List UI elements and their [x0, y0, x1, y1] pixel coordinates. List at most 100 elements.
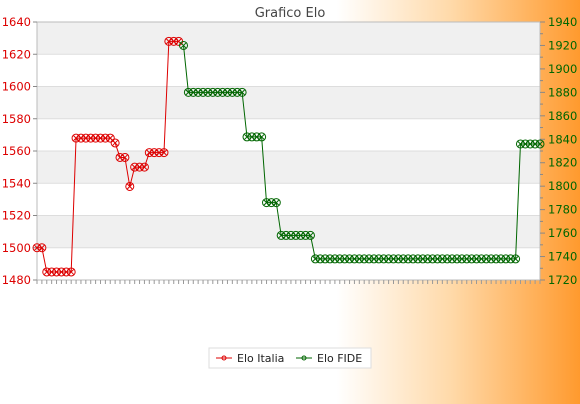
data-point	[257, 132, 267, 142]
data-point	[467, 254, 477, 264]
data-point-cross	[126, 183, 133, 190]
data-point-ring	[271, 198, 281, 208]
data-point	[286, 230, 296, 240]
data-point	[135, 162, 145, 172]
data-point-ring	[476, 254, 486, 264]
data-point	[511, 254, 521, 264]
left-axis: 1480 1500 1520 1540 1560 1580 1600 1620 1640	[2, 15, 37, 287]
data-point-cross	[527, 141, 534, 147]
data-point-cross	[107, 135, 114, 141]
data-point	[384, 254, 394, 264]
data-point-ring	[388, 254, 398, 264]
data-point	[208, 87, 218, 97]
data-point-ring	[428, 254, 438, 264]
data-point	[379, 254, 389, 264]
data-point-cross	[478, 256, 485, 262]
data-point	[154, 148, 164, 158]
data-point-cross	[249, 134, 255, 140]
data-point-ring	[472, 254, 482, 264]
data-point-cross	[58, 269, 65, 275]
data-point	[413, 254, 423, 264]
grid-band	[37, 118, 540, 151]
data-point-cross	[351, 256, 358, 262]
data-point-ring	[144, 148, 154, 158]
data-point-cross	[356, 256, 363, 262]
data-point-ring	[437, 254, 447, 264]
data-point-ring	[442, 254, 452, 264]
grid-band	[37, 247, 540, 280]
data-point-ring	[110, 138, 120, 148]
data-point-ring	[315, 254, 325, 264]
right-axis: 1720 1740 1760 1780 1800 1820 1840 1860 1880 1900…	[540, 15, 577, 287]
data-point-ring	[452, 254, 462, 264]
data-point	[188, 87, 198, 97]
data-point-cross	[205, 89, 211, 96]
data-point	[335, 254, 345, 264]
data-point-cross	[312, 256, 319, 262]
data-point	[442, 254, 452, 264]
data-point-ring	[37, 243, 47, 253]
data-point-ring	[481, 254, 491, 264]
data-point	[345, 254, 355, 264]
data-point-cross	[434, 256, 441, 262]
data-point-cross	[263, 199, 270, 206]
data-point	[423, 254, 433, 264]
grid-band	[37, 22, 540, 55]
data-point-cross	[297, 232, 304, 239]
data-point	[32, 243, 42, 253]
data-point-ring	[81, 133, 91, 143]
data-point	[56, 267, 66, 277]
data-point	[432, 254, 442, 264]
data-point-ring	[349, 254, 359, 264]
data-point-ring	[227, 87, 237, 97]
data-point-cross	[43, 269, 50, 275]
data-point-ring	[76, 133, 86, 143]
data-point-cross	[463, 256, 470, 262]
data-point-ring	[413, 254, 423, 264]
data-point-ring	[208, 87, 218, 97]
data-point-cross	[317, 256, 324, 262]
grid-band	[37, 215, 540, 248]
data-point-ring	[320, 254, 330, 264]
data-point-ring	[154, 148, 164, 158]
data-point	[52, 267, 62, 277]
data-point	[476, 254, 486, 264]
data-point-ring	[257, 132, 267, 142]
legend-label: Elo FIDE	[317, 352, 362, 365]
data-point-ring	[213, 87, 223, 97]
left-axis-tick-label: 1620	[2, 47, 31, 61]
data-point-cross	[141, 164, 148, 170]
left-axis-tick-label: 1640	[2, 15, 31, 29]
data-point-cross	[53, 269, 60, 275]
data-point-cross	[253, 134, 260, 140]
data-point-ring	[52, 267, 62, 277]
data-point-ring	[276, 230, 286, 240]
data-point-ring	[286, 230, 296, 240]
data-point-ring	[496, 254, 506, 264]
data-point-cross	[366, 256, 372, 262]
data-point	[296, 230, 306, 240]
data-point	[330, 254, 340, 264]
grid-band	[37, 183, 540, 216]
data-point-ring	[164, 36, 174, 46]
data-point-cross	[122, 154, 128, 161]
data-point-cross	[449, 256, 455, 262]
data-point	[408, 254, 418, 264]
grid-band	[37, 151, 540, 184]
data-point-cross	[48, 269, 55, 275]
data-point-cross	[415, 256, 421, 262]
data-point	[37, 243, 47, 253]
data-point-cross	[117, 154, 123, 161]
data-point-cross	[424, 256, 431, 262]
data-point	[535, 139, 545, 149]
data-point	[374, 254, 384, 264]
data-point-cross	[244, 134, 250, 140]
data-point	[179, 40, 189, 50]
data-point-ring	[398, 254, 408, 264]
data-point-ring	[403, 254, 413, 264]
data-point-cross	[219, 89, 226, 96]
data-point-cross	[532, 141, 538, 147]
series-elo-fide	[179, 40, 545, 264]
left-axis-tick-label: 1560	[2, 144, 31, 158]
